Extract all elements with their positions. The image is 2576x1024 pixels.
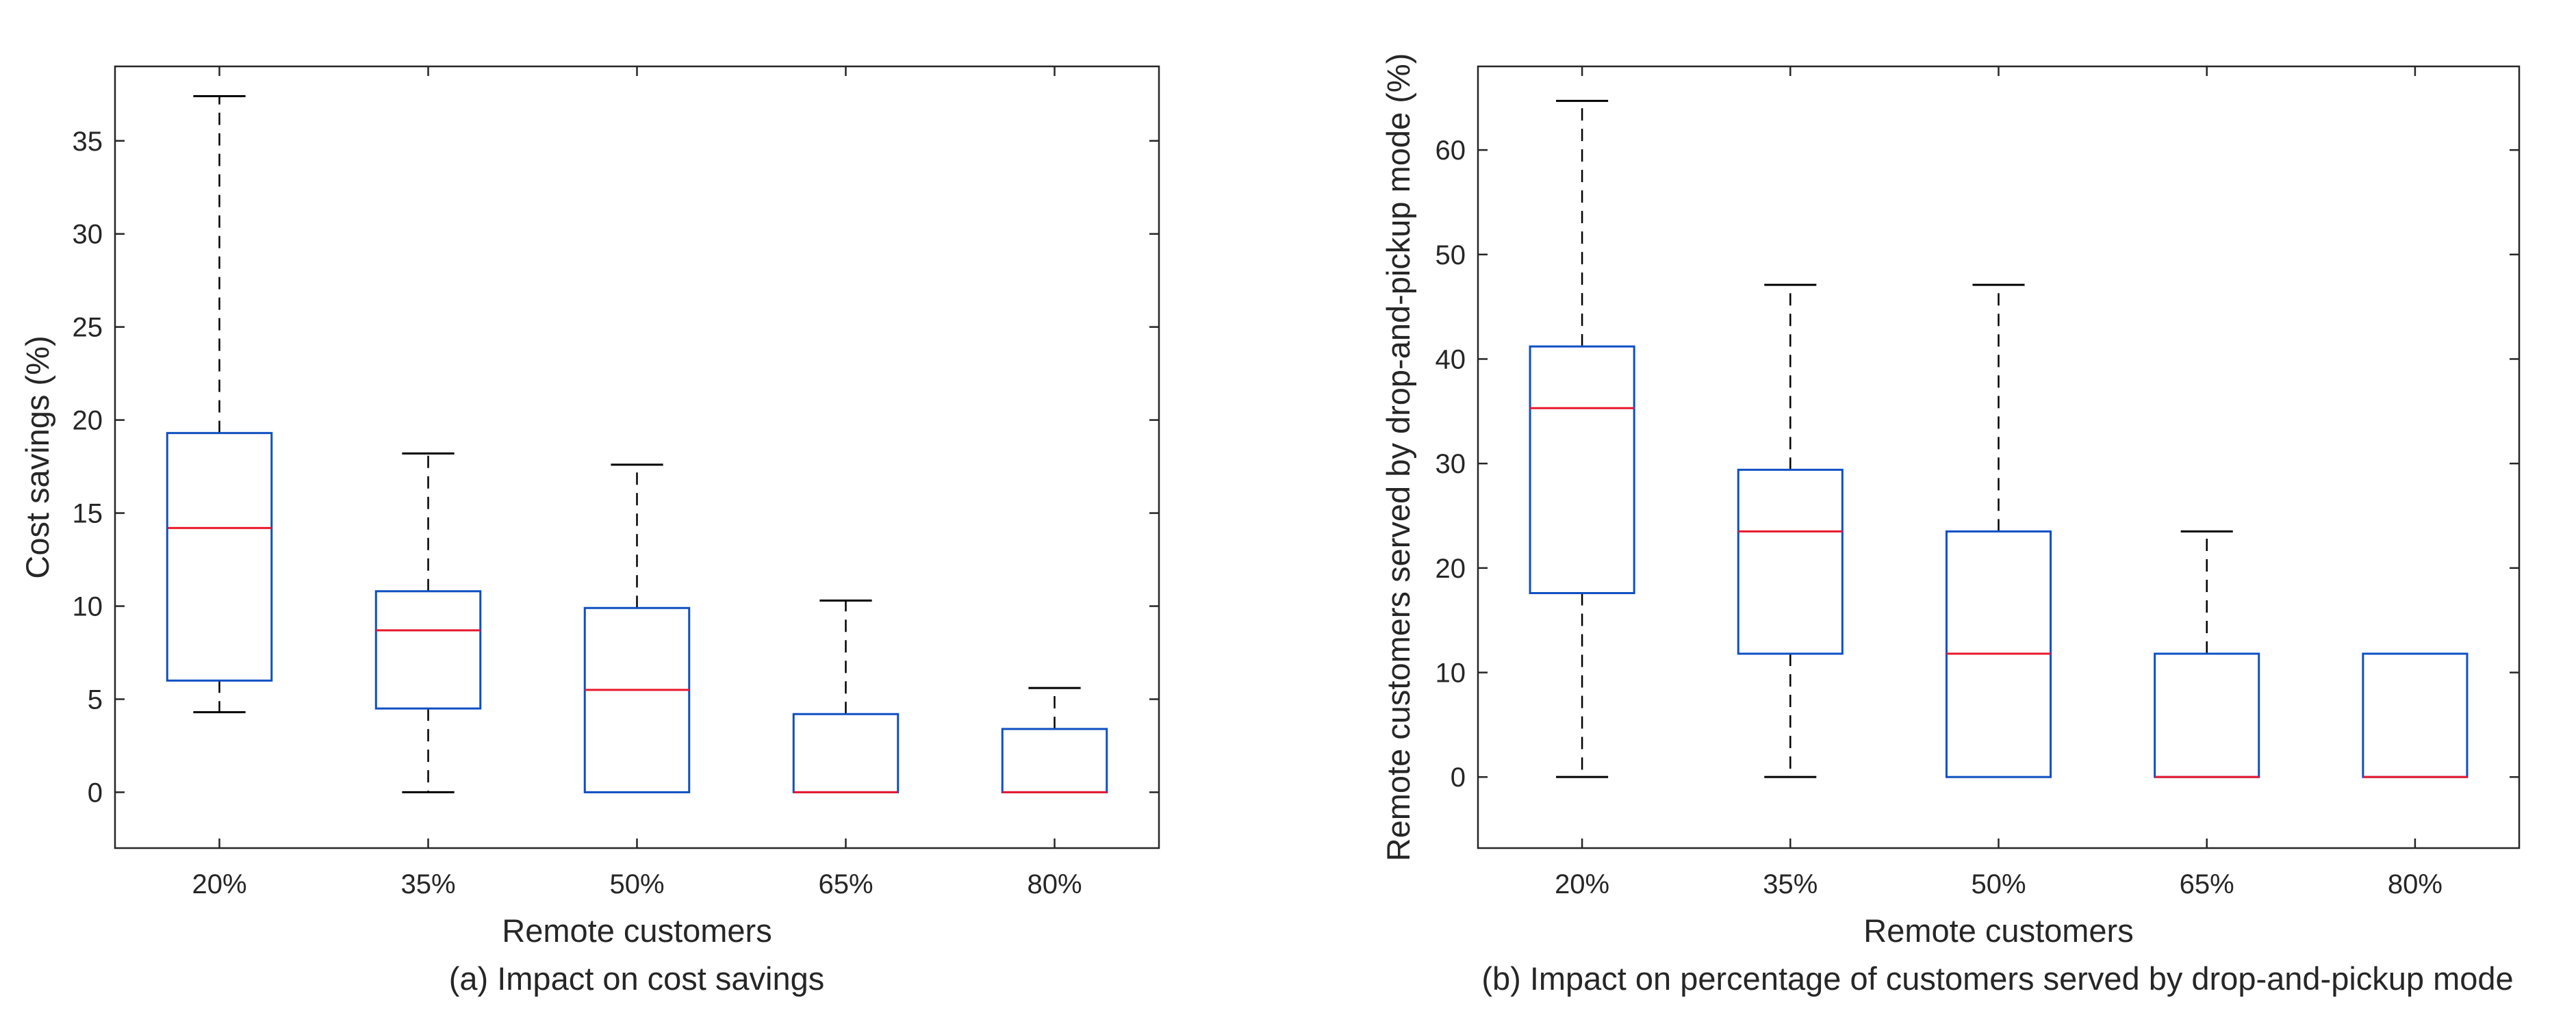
box-80% [1001,687,1108,793]
x-tick-label: 20% [1555,869,1609,899]
box-80% [2362,652,2469,778]
x-tick-label: 35% [1763,869,1818,899]
x-tick-label: 35% [400,869,455,899]
y-tick-label: 35 [73,127,103,157]
x-axis-label: Remote customers [1863,912,2133,949]
y-axis-label: Remote customers served by drop-and-pick… [1380,53,1416,862]
box-50% [583,463,691,793]
iqr-box [2362,652,2469,778]
iqr-box [374,590,482,710]
box-65% [792,599,900,793]
x-tick-label: 50% [1971,869,2026,899]
y-tick-label: 30 [1436,449,1466,479]
iqr-box [2154,652,2260,778]
x-axis-label: Remote customers [502,912,771,949]
iqr-box [166,432,273,682]
iqr-box [583,606,691,793]
x-tick-label: 80% [2388,869,2443,899]
y-tick-label: 60 [1436,136,1466,166]
box-50% [1945,283,2052,778]
box-65% [2154,530,2260,778]
y-tick-label: 0 [88,778,103,808]
chart-caption: (b) Impact on percentage of customers se… [1481,960,2513,997]
box-20% [166,95,273,714]
box-35% [374,452,482,793]
y-tick-label: 15 [73,499,103,529]
y-tick-label: 0 [1451,763,1466,793]
box-20% [1529,99,1635,778]
x-tick-label: 20% [192,869,246,899]
y-tick-label: 25 [73,313,103,343]
iqr-box [1529,345,1635,594]
y-tick-label: 20 [1436,554,1466,584]
x-tick-label: 65% [818,869,873,899]
y-tick-label: 50 [1436,240,1466,270]
iqr-box [1001,728,1108,793]
x-tick-label: 50% [609,869,664,899]
box-35% [1737,283,1844,778]
y-tick-label: 5 [88,684,103,715]
x-tick-label: 80% [1027,869,1082,899]
y-tick-label: 30 [73,220,103,250]
x-tick-label: 65% [2180,869,2234,899]
y-tick-label: 10 [1436,658,1466,689]
chart-a: 0 5 10 15 20 25 30 35 20% 35% 50% 65% 80% Remote cust… [19,65,1160,997]
y-axis-label: Cost savings (%) [19,335,55,578]
y-tick-label: 40 [1436,344,1466,374]
chart-caption: (a) Impact on cost savings [449,960,825,997]
iqr-box [792,713,900,793]
iqr-box [1737,468,1844,655]
y-tick-label: 20 [73,406,103,436]
y-tick-label: 10 [73,592,103,622]
chart-b: 0 10 20 30 40 50 60 20% 35% 50% 65% 80% Remote custo… [1380,53,2521,997]
